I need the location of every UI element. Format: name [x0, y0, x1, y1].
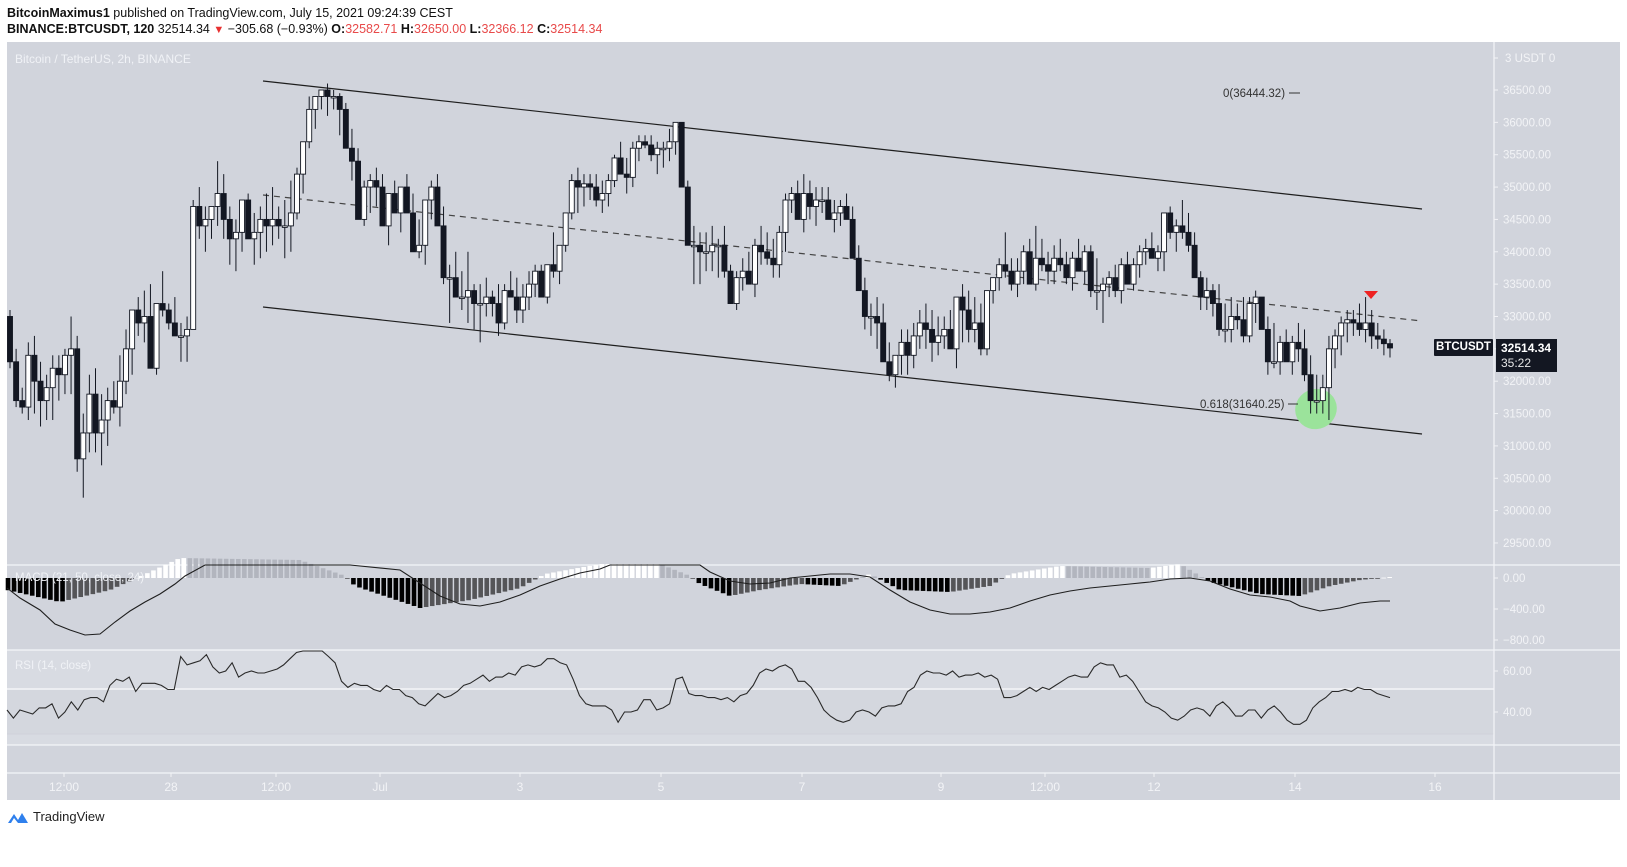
down-triangle-icon: ▼: [213, 24, 225, 36]
svg-text:12: 12: [1147, 780, 1161, 794]
svg-text:28: 28: [164, 780, 178, 794]
svg-text:12:00: 12:00: [49, 780, 79, 794]
fibonacci-levels[interactable]: 0(36444.32) 0.618(31640.25): [1200, 88, 1300, 411]
svg-text:34500.00: 34500.00: [1503, 214, 1551, 226]
macd-label: MACD (21, 50, close, 24): [15, 572, 145, 584]
svg-text:9: 9: [938, 780, 945, 794]
candlestick-series: [7, 83, 1393, 498]
rsi-label: RSI (14, close): [15, 660, 92, 672]
ohlc-header: BINANCE:BTCUSDT, 120 32514.34 ▼ −305.68 …: [7, 22, 602, 36]
svg-text:0(36444.32): 0(36444.32): [1223, 88, 1285, 100]
svg-text:30500.00: 30500.00: [1503, 473, 1551, 485]
svg-text:3: 3: [517, 780, 524, 794]
svg-text:60.00: 60.00: [1503, 666, 1532, 678]
svg-text:0.00: 0.00: [1503, 573, 1525, 585]
descending-channel[interactable]: [262, 80, 1423, 435]
svg-text:36000.00: 36000.00: [1503, 117, 1551, 129]
time-axis[interactable]: 12:00 28 12:00 Jul 3 5 7 9 12:00 12 14 16: [49, 773, 1442, 794]
symbol-tag: BTCUSDT: [1434, 339, 1493, 356]
chart-title: Bitcoin / TetherUS, 2h, BINANCE: [15, 52, 191, 66]
low-value: 32366.12: [481, 22, 534, 36]
high-value: 32650.00: [414, 22, 467, 36]
symbol-line: BINANCE:BTCUSDT, 120: [7, 22, 155, 36]
last-price: 32514.34: [157, 22, 210, 36]
svg-text:33000.00: 33000.00: [1503, 311, 1551, 323]
low-label: L:: [469, 22, 482, 36]
bar-countdown: 35:22: [1501, 356, 1532, 370]
support-highlight-ellipse[interactable]: [1289, 382, 1344, 436]
svg-text:5: 5: [658, 780, 665, 794]
svg-text:40.00: 40.00: [1503, 707, 1532, 719]
rsi-axis: 60.00 40.00: [1494, 666, 1532, 719]
svg-text:12:00: 12:00: [1030, 780, 1060, 794]
close-value: 32514.34: [550, 22, 603, 36]
high-label: H:: [400, 22, 415, 36]
svg-text:31500.00: 31500.00: [1503, 409, 1551, 421]
channel-mid-line: [262, 194, 1423, 322]
channel-upper-line: [262, 80, 1423, 210]
svg-text:12:00: 12:00: [261, 780, 291, 794]
svg-text:16: 16: [1428, 780, 1442, 794]
rsi-line: [6, 650, 1391, 725]
svg-text:31000.00: 31000.00: [1503, 441, 1551, 453]
tradingview-footer[interactable]: TradingView: [7, 809, 105, 824]
svg-text:29500.00: 29500.00: [1503, 538, 1551, 550]
svg-text:36500.00: 36500.00: [1503, 85, 1551, 97]
svg-text:−400.00: −400.00: [1503, 604, 1545, 616]
current-price: 32514.34: [1501, 341, 1552, 355]
pane-separators: [7, 42, 1620, 800]
svg-text:14: 14: [1288, 780, 1302, 794]
publish-info: published on TradingView.com, July 15, 2…: [109, 6, 453, 20]
price-change: −305.68 (−0.93%): [227, 22, 328, 36]
publish-header: BitcoinMaximus1 published on TradingView…: [7, 6, 453, 20]
open-value: 32582.71: [345, 22, 398, 36]
svg-text:30000.00: 30000.00: [1503, 506, 1551, 518]
current-price-tag: 32514.34 35:22: [1496, 339, 1557, 372]
svg-text:0.618(31640.25): 0.618(31640.25): [1200, 399, 1285, 411]
tradingview-brand: TradingView: [33, 809, 105, 824]
macd-signal-line: [6, 564, 1390, 636]
svg-text:33500.00: 33500.00: [1503, 279, 1551, 291]
close-label: C:: [537, 22, 551, 36]
macd-histogram: [5, 558, 1392, 608]
svg-text:7: 7: [799, 780, 806, 794]
red-down-marker-icon[interactable]: [1364, 291, 1378, 299]
rsi-band: [7, 689, 1494, 734]
macd-axis: 0.00 −400.00 −800.00: [1494, 573, 1545, 647]
svg-text:−800.00: −800.00: [1503, 635, 1545, 647]
channel-lower-line: [262, 306, 1423, 435]
svg-text:35500.00: 35500.00: [1503, 150, 1551, 162]
svg-text:3 USDT 0: 3 USDT 0: [1505, 53, 1555, 65]
svg-text:35000.00: 35000.00: [1503, 182, 1551, 194]
author-name[interactable]: BitcoinMaximus1: [7, 6, 110, 20]
svg-text:Jul: Jul: [372, 780, 387, 794]
price-axis[interactable]: 3 USDT 0 36500.00 36000.00 35500.00 35000.00…: [1494, 53, 1555, 550]
open-label: O:: [331, 22, 346, 36]
svg-text:34000.00: 34000.00: [1503, 247, 1551, 259]
svg-text:32000.00: 32000.00: [1503, 376, 1551, 388]
tradingview-logo-icon: [8, 812, 28, 823]
